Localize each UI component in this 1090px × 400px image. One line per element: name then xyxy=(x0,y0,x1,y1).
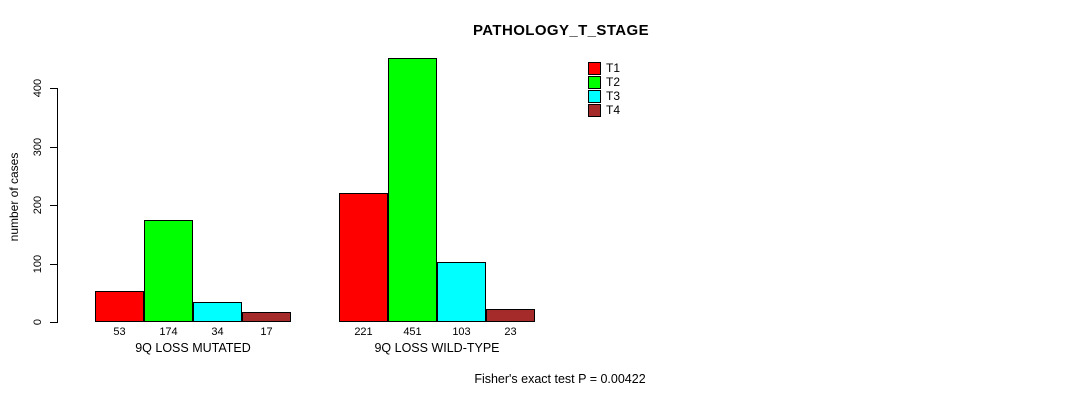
y-tick xyxy=(50,88,58,89)
bar-value-label: 34 xyxy=(211,326,224,338)
y-tick-label: 300 xyxy=(32,137,44,157)
y-tick xyxy=(50,264,58,265)
y-tick-label: 200 xyxy=(32,195,44,215)
y-tick-label: 0 xyxy=(32,318,44,326)
bar-value-label: 103 xyxy=(452,326,471,338)
bar-t3-group2 xyxy=(437,262,486,322)
legend-swatch-t2 xyxy=(588,75,601,89)
legend-label: T1 xyxy=(606,61,621,75)
bar-value-label: 17 xyxy=(260,326,273,338)
legend-swatch-t4 xyxy=(588,103,601,117)
bar-t1-group2 xyxy=(339,193,388,322)
chart-title: PATHOLOGY_T_STAGE xyxy=(473,22,649,39)
bar-value-label: 53 xyxy=(113,326,126,338)
bar-value-label: 23 xyxy=(504,326,517,338)
bar-t4-group2 xyxy=(486,309,535,322)
legend-label: T3 xyxy=(606,89,621,103)
bar-t2-group1 xyxy=(144,220,193,322)
bar-value-label: 174 xyxy=(159,326,178,338)
bar-t3-group1 xyxy=(193,302,242,322)
bar-value-label: 451 xyxy=(403,326,422,338)
legend-swatch-t1 xyxy=(588,61,601,75)
y-tick xyxy=(50,147,58,148)
legend-item: T1 xyxy=(588,61,620,75)
y-tick xyxy=(50,322,58,323)
y-tick-label: 400 xyxy=(32,78,44,98)
legend-item: T4 xyxy=(588,103,620,117)
bar-t1-group1 xyxy=(95,291,144,322)
annotation-text: Fisher's exact test P = 0.00422 xyxy=(474,372,646,386)
x-axis-group-label: 9Q LOSS MUTATED xyxy=(135,341,251,355)
y-tick xyxy=(50,205,58,206)
bar-t4-group1 xyxy=(242,312,291,322)
legend-item: T2 xyxy=(588,75,620,89)
legend: T1 T2 T3 T4 xyxy=(588,61,620,117)
y-tick-label: 100 xyxy=(32,254,44,274)
legend-label: T4 xyxy=(606,103,621,117)
legend-swatch-t3 xyxy=(588,89,601,103)
legend-item: T3 xyxy=(588,89,620,103)
y-axis-label: number of cases xyxy=(7,152,21,242)
bar-t2-group2 xyxy=(388,58,437,322)
x-axis-group-label: 9Q LOSS WILD-TYPE xyxy=(374,341,500,355)
legend-label: T2 xyxy=(606,75,621,89)
bar-value-label: 221 xyxy=(354,326,373,338)
